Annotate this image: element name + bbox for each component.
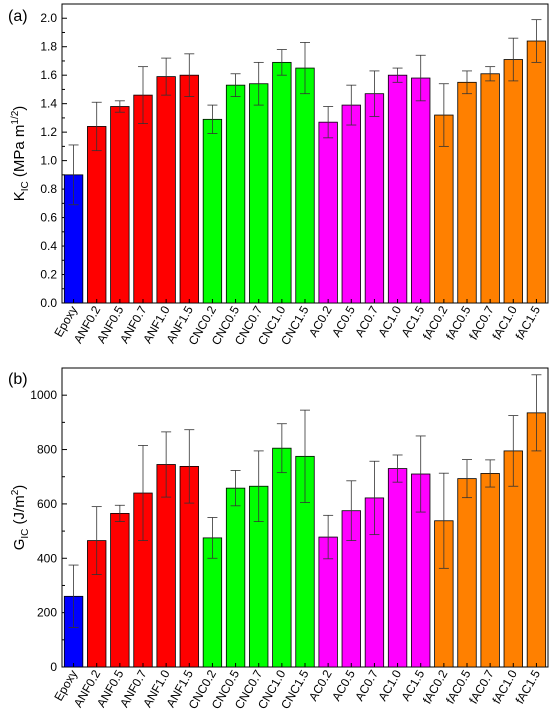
bar-cnc1-0	[272, 61, 292, 304]
y-tick-label: 0.8	[40, 182, 57, 196]
bar-cnc0-5	[225, 487, 246, 668]
bar-fac1-0	[503, 59, 523, 304]
bar-anf0-5	[110, 106, 130, 304]
panel-label-b: (b)	[8, 371, 28, 388]
bar-anf1-0	[156, 76, 176, 304]
y-tick-label: 1.2	[40, 125, 57, 139]
bar-fac1-5	[526, 40, 547, 304]
chart-panel-a: (a) KIC (MPa m1/2) 0.0 0.2 0.4 0.6 0.8 1.0 1.2…	[8, 3, 549, 347]
y-label-sub-b: IC	[20, 529, 31, 539]
x-tick-labels-b: EpoxyANF0.2ANF0.5ANF0.7ANF1.0ANF1.5CNC0.…	[51, 663, 543, 711]
y-label-sup-b: 2	[10, 489, 21, 495]
bar-cnc0-7	[249, 83, 269, 304]
bar-ac1-0	[387, 468, 408, 668]
bar-fac0-7	[480, 473, 500, 668]
y-tick-label: 1000	[30, 388, 57, 402]
y-tick-label: 1.6	[40, 68, 57, 82]
y-tick-label: 400	[37, 551, 57, 565]
y-tick-label: 0	[50, 660, 57, 674]
bar-fac0-5	[457, 478, 477, 668]
bar-fac0-5	[457, 81, 477, 304]
bar-ac1-0	[387, 74, 408, 304]
y-tick-label: 0.4	[40, 239, 57, 253]
y-label-sup-a: 1/2	[10, 110, 21, 124]
bar-ac0-2	[318, 121, 338, 304]
bar-cnc0-5	[225, 84, 246, 304]
y-tick-label: 0.6	[40, 211, 57, 225]
y-label-main-a: K	[11, 191, 28, 201]
y-label-rest-b: (J/m	[11, 495, 28, 528]
bar-ac0-7	[364, 93, 385, 304]
bar-cnc0-2	[202, 118, 223, 304]
y-tick-label: 2.0	[40, 11, 57, 25]
y-tick-label: 1.4	[40, 97, 57, 111]
x-tick-labels-a: EpoxyANF0.2ANF0.5ANF0.7ANF1.0ANF1.5CNC0.…	[51, 299, 543, 347]
y-tick-label: 200	[37, 606, 57, 620]
bar-anf0-5	[110, 513, 130, 668]
bar-ac1-5	[411, 77, 431, 304]
y-tick-label: 600	[37, 497, 57, 511]
bar-anf0-7	[133, 94, 153, 304]
bar-anf0-2	[87, 126, 107, 304]
y-tick-label: 1.8	[40, 40, 57, 54]
y-axis-label-b: GIC (J/m2)	[10, 485, 31, 551]
bar-cnc1-5	[295, 67, 315, 304]
panel-label-a: (a)	[8, 8, 28, 25]
bar-fac0-7	[480, 73, 500, 304]
y-tick-label: 1.0	[40, 154, 57, 168]
y-label-end-a: )	[11, 106, 28, 111]
y-label-main-b: G	[11, 539, 28, 551]
bar-cnc1-0	[272, 447, 292, 668]
y-ticks-b: 0 200 400 600 800 1000	[30, 388, 67, 674]
bar-ac0-5	[341, 104, 361, 304]
chart-panel-b: (b) GIC (J/m2) 0 200 400 600 800 1000 EpoxyAN…	[8, 367, 549, 711]
y-label-sub-a: IC	[20, 181, 31, 191]
y-tick-label: 0.2	[40, 268, 57, 282]
y-label-end-b: )	[11, 485, 28, 490]
bar-anf1-5	[179, 74, 199, 304]
bars-a	[63, 19, 547, 304]
y-tick-label: 800	[37, 443, 57, 457]
y-ticks-a: 0.0 0.2 0.4 0.6 0.8 1.0 1.2 1.4 1.6 1.8 2.0	[40, 11, 67, 310]
y-axis-label-a: KIC (MPa m1/2)	[10, 106, 31, 202]
y-tick-label: 0.0	[40, 296, 57, 310]
y-label-rest-a: (MPa m	[11, 125, 28, 182]
bars-b	[63, 374, 547, 668]
